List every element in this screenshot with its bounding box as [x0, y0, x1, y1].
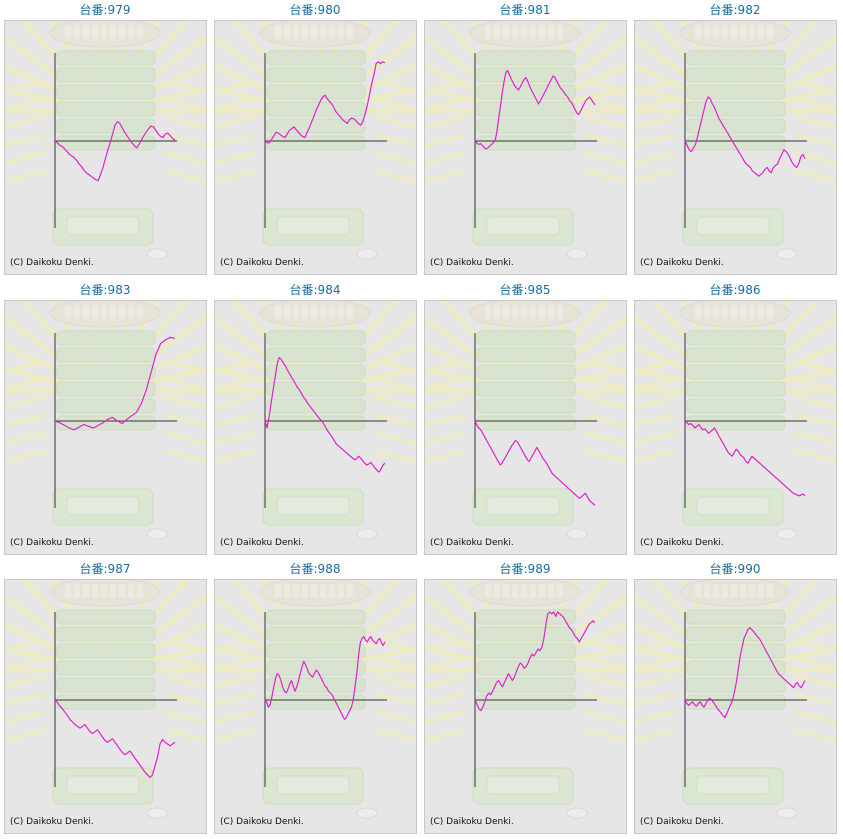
machine-number-title: 台番:990 — [709, 562, 761, 576]
graph-panel[interactable]: 台番:980 (C) Daikoku Denki. — [210, 0, 420, 280]
slump-graph — [215, 580, 416, 819]
slump-graph — [425, 580, 626, 819]
copyright-text: (C) Daikoku Denki. — [10, 538, 94, 548]
graph-panel[interactable]: 台番:987 (C) Daikoku Denki. — [0, 559, 210, 839]
payout-line — [264, 356, 386, 473]
graph-frame: (C) Daikoku Denki. — [214, 300, 417, 555]
machine-watermark — [5, 21, 206, 260]
graph-frame: (C) Daikoku Denki. — [634, 20, 837, 275]
copyright-text: (C) Daikoku Denki. — [220, 258, 304, 268]
payout-line — [264, 635, 386, 720]
copyright-text: (C) Daikoku Denki. — [10, 817, 94, 827]
copyright-text: (C) Daikoku Denki. — [430, 817, 514, 827]
graph-frame: (C) Daikoku Denki. — [214, 579, 417, 834]
machine-watermark — [215, 580, 416, 819]
slump-graph — [635, 580, 836, 819]
payout-line — [54, 336, 176, 431]
graph-panel[interactable]: 台番:990 (C) Daikoku Denki. — [630, 559, 840, 839]
machine-number-title: 台番:981 — [499, 3, 551, 17]
machine-number-title: 台番:983 — [79, 283, 131, 297]
graph-panel[interactable]: 台番:988 (C) Daikoku Denki. — [210, 559, 420, 839]
graph-frame: (C) Daikoku Denki. — [634, 579, 837, 834]
slump-graph — [425, 301, 626, 540]
payout-line — [474, 611, 596, 712]
machine-watermark — [635, 21, 836, 260]
machine-watermark — [215, 301, 416, 540]
copyright-text: (C) Daikoku Denki. — [430, 538, 514, 548]
graph-frame: (C) Daikoku Denki. — [634, 300, 837, 555]
graph-frame: (C) Daikoku Denki. — [424, 579, 627, 834]
copyright-text: (C) Daikoku Denki. — [10, 258, 94, 268]
slump-graph — [5, 580, 206, 819]
machine-watermark — [635, 301, 836, 540]
slump-graph — [635, 21, 836, 260]
slump-graph — [5, 301, 206, 540]
copyright-text: (C) Daikoku Denki. — [220, 538, 304, 548]
machine-watermark — [425, 301, 626, 540]
payout-line — [54, 699, 176, 778]
graph-panel[interactable]: 台番:979 (C) Daikoku Denki. — [0, 0, 210, 280]
copyright-text: (C) Daikoku Denki. — [220, 817, 304, 827]
graph-panel[interactable]: 台番:985 (C) Daikoku Denki. — [420, 280, 630, 560]
graph-frame: (C) Daikoku Denki. — [424, 300, 627, 555]
graph-frame: (C) Daikoku Denki. — [4, 20, 207, 275]
machine-number-title: 台番:989 — [499, 562, 551, 576]
machine-number-title: 台番:984 — [289, 283, 341, 297]
copyright-text: (C) Daikoku Denki. — [640, 538, 724, 548]
graph-panel[interactable]: 台番:986 (C) Daikoku Denki. — [630, 280, 840, 560]
slump-graph — [215, 301, 416, 540]
payout-line — [54, 120, 176, 182]
graph-panel[interactable]: 台番:981 (C) Daikoku Denki. — [420, 0, 630, 280]
machine-number-title: 台番:985 — [499, 283, 551, 297]
machine-watermark — [5, 580, 206, 819]
copyright-text: (C) Daikoku Denki. — [640, 258, 724, 268]
graph-frame: (C) Daikoku Denki. — [424, 20, 627, 275]
payout-line — [684, 420, 806, 497]
machine-watermark — [425, 580, 626, 819]
machine-number-title: 台番:980 — [289, 3, 341, 17]
machine-number-title: 台番:987 — [79, 562, 131, 576]
slump-graph — [215, 21, 416, 260]
payout-line — [264, 61, 386, 144]
graph-frame: (C) Daikoku Denki. — [4, 300, 207, 555]
payout-line — [474, 69, 596, 150]
slump-graph — [425, 21, 626, 260]
graph-panel[interactable]: 台番:989 (C) Daikoku Denki. — [420, 559, 630, 839]
copyright-text: (C) Daikoku Denki. — [640, 817, 724, 827]
payout-line — [684, 96, 806, 177]
slump-graph — [5, 21, 206, 260]
payout-line — [474, 420, 596, 506]
graph-panel[interactable]: 台番:983 (C) Daikoku Denki. — [0, 280, 210, 560]
copyright-text: (C) Daikoku Denki. — [430, 258, 514, 268]
machine-watermark — [425, 21, 626, 260]
machine-watermark — [5, 301, 206, 540]
machine-number-title: 台番:982 — [709, 3, 761, 17]
machine-number-title: 台番:986 — [709, 283, 761, 297]
slump-graph — [635, 301, 836, 540]
machine-watermark — [215, 21, 416, 260]
machine-number-title: 台番:979 — [79, 3, 131, 17]
machine-number-title: 台番:988 — [289, 562, 341, 576]
graph-panel[interactable]: 台番:984 (C) Daikoku Denki. — [210, 280, 420, 560]
graph-frame: (C) Daikoku Denki. — [4, 579, 207, 834]
graph-frame: (C) Daikoku Denki. — [214, 20, 417, 275]
machine-watermark — [635, 580, 836, 819]
payout-line — [684, 627, 806, 719]
graph-panel[interactable]: 台番:982 (C) Daikoku Denki. — [630, 0, 840, 280]
